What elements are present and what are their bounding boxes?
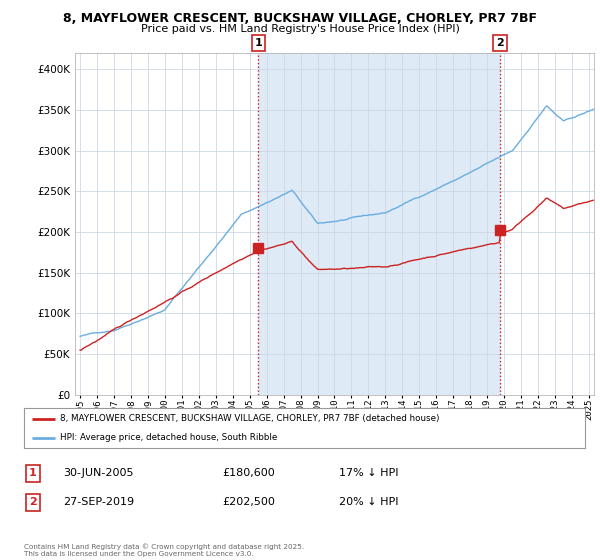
Text: 2: 2 [496, 38, 504, 48]
Bar [258, 53, 500, 395]
Text: £180,600: £180,600 [222, 468, 275, 478]
Text: 8, MAYFLOWER CRESCENT, BUCKSHAW VILLAGE, CHORLEY, PR7 7BF: 8, MAYFLOWER CRESCENT, BUCKSHAW VILLAGE,… [63, 12, 537, 25]
Text: 2: 2 [29, 497, 37, 507]
Text: 30-JUN-2005: 30-JUN-2005 [63, 468, 133, 478]
Text: 20% ↓ HPI: 20% ↓ HPI [339, 497, 398, 507]
Text: HPI: Average price, detached house, South Ribble: HPI: Average price, detached house, Sout… [61, 433, 278, 442]
Text: 1: 1 [29, 468, 37, 478]
Text: Price paid vs. HM Land Registry's House Price Index (HPI): Price paid vs. HM Land Registry's House … [140, 24, 460, 34]
Text: £202,500: £202,500 [222, 497, 275, 507]
Text: 1: 1 [254, 38, 262, 48]
Text: 17% ↓ HPI: 17% ↓ HPI [339, 468, 398, 478]
Text: Contains HM Land Registry data © Crown copyright and database right 2025.
This d: Contains HM Land Registry data © Crown c… [24, 544, 304, 557]
Text: 27-SEP-2019: 27-SEP-2019 [63, 497, 134, 507]
Text: 8, MAYFLOWER CRESCENT, BUCKSHAW VILLAGE, CHORLEY, PR7 7BF (detached house): 8, MAYFLOWER CRESCENT, BUCKSHAW VILLAGE,… [61, 414, 440, 423]
